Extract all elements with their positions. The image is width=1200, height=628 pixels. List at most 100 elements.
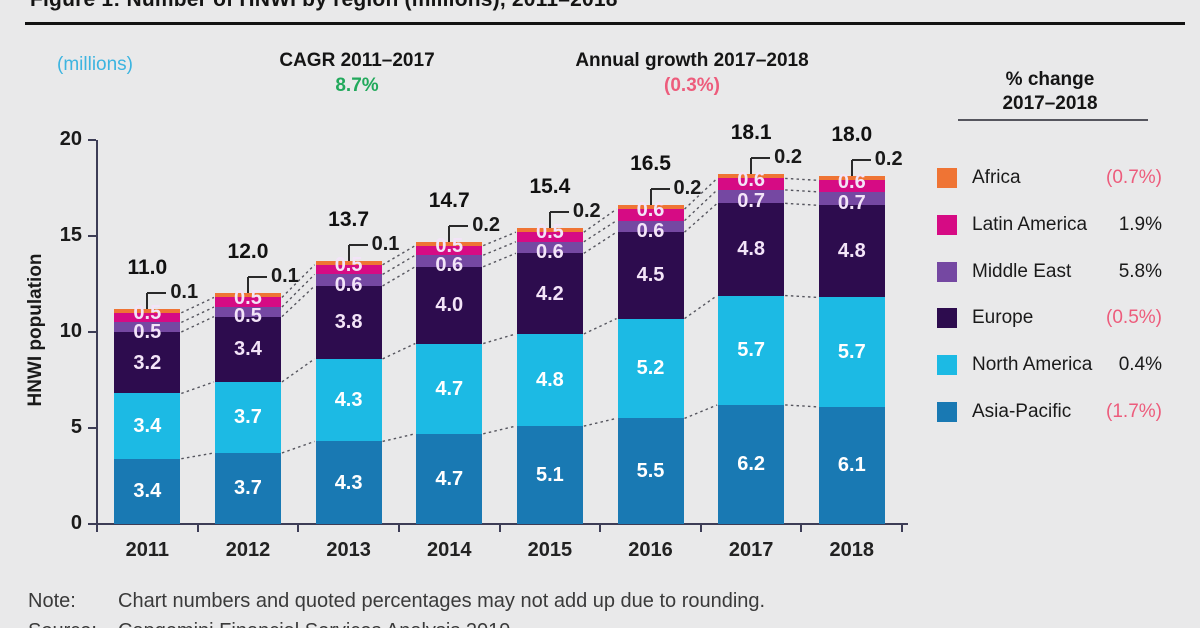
bar-value-label-2013-north-america: 4.3 [334, 389, 363, 412]
bar-value-label-2016-latin-america: 0.6 [636, 199, 665, 222]
bar-segment-2013-north-america [315, 358, 382, 442]
bar-segment-2016-middle-east [617, 220, 684, 233]
x-axis-label-2013: 2013 [326, 539, 371, 561]
cagr-value: 8.7% [335, 75, 379, 96]
bar-segment-2012-asia-pacific [214, 452, 281, 524]
legend-value: 0.4% [1118, 354, 1162, 376]
africa-callout-vline-2018 [850, 160, 853, 177]
annual-growth-value: (0.3%) [664, 75, 720, 96]
africa-callout-vline-2012 [246, 277, 249, 294]
bar-segment-2014-north-america [416, 343, 483, 434]
note-text: Chart numbers and quoted percentages may… [118, 590, 766, 612]
bar-segment-2017-asia-pacific [718, 404, 785, 524]
bar-value-label-2012-north-america: 3.7 [234, 406, 262, 429]
x-axis-label-2018: 2018 [829, 539, 875, 561]
africa-callout-hline-2017 [751, 157, 771, 160]
bar-segment-2017-latin-america [718, 178, 785, 190]
y-tick-label-10: 10 [59, 320, 82, 342]
cagr-block: CAGR 2011–2017 8.7% [257, 50, 457, 97]
legend-swatch-africa [937, 168, 957, 188]
bar-value-label-2018-europe: 4.8 [837, 240, 866, 263]
bar-value-label-2015-asia-pacific: 5.1 [535, 464, 564, 487]
legend-swatch-middle-east [937, 261, 957, 282]
bar-segment-2018-latin-america [818, 180, 885, 192]
bar-segment-2018-europe [818, 205, 885, 298]
bar-value-label-2012-europe: 3.4 [234, 338, 262, 361]
source-label: Source: [28, 620, 118, 628]
source-text: Capgemini Financial Services Analysis 20… [118, 620, 510, 628]
bar-segment-2015-europe [516, 253, 583, 334]
africa-callout-hline-2013 [348, 243, 368, 246]
legend-swatch-north-america [937, 355, 957, 376]
africa-callout-value-2015: 0.2 [572, 200, 601, 223]
x-tick-8 [901, 525, 904, 532]
note-line: Note: Chart numbers and quoted percentage… [28, 590, 765, 613]
legend-label: Africa [972, 167, 1021, 188]
bar-segment-2016-asia-pacific [617, 418, 684, 524]
bar-segment-2011-latin-america [114, 312, 181, 323]
x-axis-label-2014: 2014 [426, 539, 472, 561]
y-tick-0 [88, 523, 96, 525]
bar-segment-2012-north-america [214, 381, 281, 453]
bar-value-label-2013-latin-america: 0.5 [334, 254, 363, 277]
bar-value-label-2014-latin-america: 0.5 [435, 234, 464, 257]
bar-value-label-2011-asia-pacific: 3.4 [133, 480, 162, 503]
bar-value-label-2017-europe: 4.8 [737, 238, 766, 261]
x-tick-2 [297, 525, 300, 532]
legend-label: Latin America [972, 213, 1088, 235]
y-tick-20 [88, 139, 96, 141]
bar-segment-2012-europe [214, 316, 281, 382]
legend-header: % change 2017–2018 [950, 68, 1150, 116]
africa-callout-value-2012: 0.1 [270, 265, 299, 288]
bar-value-label-2014-asia-pacific: 4.7 [435, 467, 464, 490]
africa-callout-vline-2013 [347, 244, 350, 261]
legend-item-middle-east: Middle East 5.8% [937, 259, 1162, 285]
bar-value-label-2011-middle-east: 0.5 [133, 320, 162, 343]
bar-segment-2014-latin-america [416, 245, 483, 256]
y-tick-label-15: 15 [59, 224, 82, 246]
bar-total-2016: 16.5 [630, 152, 671, 176]
x-tick-0 [96, 525, 98, 532]
bar-segment-2014-europe [416, 266, 483, 344]
bar-segment-2017-middle-east [718, 189, 785, 204]
legend-swatch-europe [937, 308, 957, 329]
legend-swatch-latin-america [937, 214, 957, 235]
legend-label: Europe [972, 307, 1034, 329]
bar-segment-2018-africa [818, 176, 885, 181]
bar-value-label-2017-asia-pacific: 6.2 [737, 453, 766, 476]
africa-callout-hline-2014 [449, 224, 469, 227]
africa-callout-value-2013: 0.1 [371, 232, 400, 255]
bar-segment-2015-latin-america [516, 232, 583, 242]
africa-callout-hline-2011 [147, 291, 167, 294]
y-tick-label-5: 5 [70, 416, 82, 438]
legend-label: Middle East [972, 260, 1072, 282]
bar-value-label-2011-europe: 3.2 [133, 351, 162, 374]
bar-value-label-2011-latin-america: 0.5 [133, 302, 162, 325]
africa-callout-value-2017: 0.2 [774, 146, 802, 169]
bar-total-2011: 11.0 [127, 255, 168, 279]
bar-segment-2013-middle-east [315, 274, 382, 286]
bar-total-2015: 15.4 [529, 175, 571, 199]
bar-value-label-2018-middle-east: 0.7 [837, 192, 866, 215]
legend-value: (1.7%) [1106, 401, 1162, 422]
bar-segment-2015-asia-pacific [516, 426, 583, 524]
bar-segment-2011-europe [114, 332, 181, 394]
y-tick-15 [88, 235, 96, 237]
bar-total-2018: 18.0 [831, 123, 873, 147]
bar-segment-2011-north-america [114, 393, 181, 459]
legend-header-line2: 2017–2018 [1002, 93, 1098, 114]
bar-value-label-2015-europe: 4.2 [535, 282, 564, 305]
africa-callout-hline-2012 [247, 276, 267, 279]
bar-value-label-2012-middle-east: 0.5 [234, 305, 262, 328]
bar-segment-2016-africa [617, 205, 684, 210]
legend-item-asia-pacific: Asia-Pacific (1.7%) [937, 399, 1162, 425]
x-tick-5 [599, 525, 602, 532]
bar-segment-2012-latin-america [214, 297, 281, 308]
title-divider [25, 22, 1185, 25]
bar-value-label-2018-latin-america: 0.6 [837, 170, 866, 193]
legend-value: (0.5%) [1106, 307, 1162, 329]
legend-label: Asia-Pacific [972, 401, 1072, 422]
x-tick-6 [699, 525, 702, 532]
